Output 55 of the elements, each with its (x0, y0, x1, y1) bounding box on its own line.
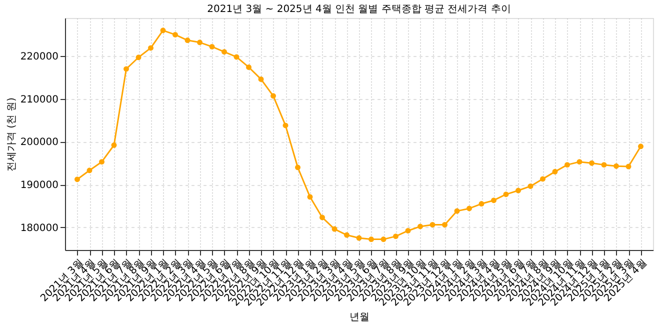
point (540, 176, 546, 182)
y-tick-label: 200000 (20, 137, 58, 148)
point (124, 66, 129, 72)
point (564, 162, 570, 168)
y-axis-title: 전세가격 (천 원) (6, 97, 18, 172)
point (614, 163, 619, 169)
point (160, 28, 166, 34)
point (307, 194, 313, 200)
y-tick-label: 220000 (20, 52, 58, 63)
point (270, 93, 276, 99)
y-tick-label: 210000 (20, 94, 58, 106)
point (368, 236, 374, 242)
point (638, 144, 644, 150)
point (222, 49, 227, 55)
point (528, 183, 534, 189)
point (491, 198, 496, 204)
point (626, 164, 632, 170)
point (601, 162, 607, 168)
point (282, 122, 288, 128)
point (356, 235, 362, 241)
y-tick-label: 190000 (20, 180, 58, 192)
point (246, 64, 252, 70)
point (454, 208, 460, 214)
point (405, 228, 411, 234)
point (393, 234, 398, 240)
point (197, 40, 202, 46)
point (442, 222, 448, 228)
point (478, 201, 484, 207)
point (111, 142, 117, 148)
point (332, 226, 338, 232)
point (184, 38, 190, 43)
point (148, 45, 154, 51)
point (258, 76, 264, 82)
point (503, 192, 509, 198)
point (466, 206, 472, 212)
point (99, 159, 104, 165)
point (172, 32, 178, 38)
point (344, 232, 350, 238)
point (430, 222, 436, 228)
x-axis-title: 년월 (350, 312, 370, 323)
point (589, 160, 594, 166)
point (209, 44, 215, 50)
point (295, 164, 300, 170)
point (86, 168, 92, 174)
chart-title: 2021년 3월 ~ 2025년 4월 인천 월별 주택종합 평균 전세가격 추이 (207, 4, 511, 15)
point (552, 168, 558, 174)
point (380, 236, 386, 242)
point (136, 54, 142, 60)
point (516, 188, 521, 194)
point (418, 224, 423, 230)
point (320, 214, 325, 220)
point (234, 54, 240, 60)
y-tick-label: 180000 (20, 222, 58, 234)
point (74, 176, 80, 182)
point (576, 159, 582, 165)
